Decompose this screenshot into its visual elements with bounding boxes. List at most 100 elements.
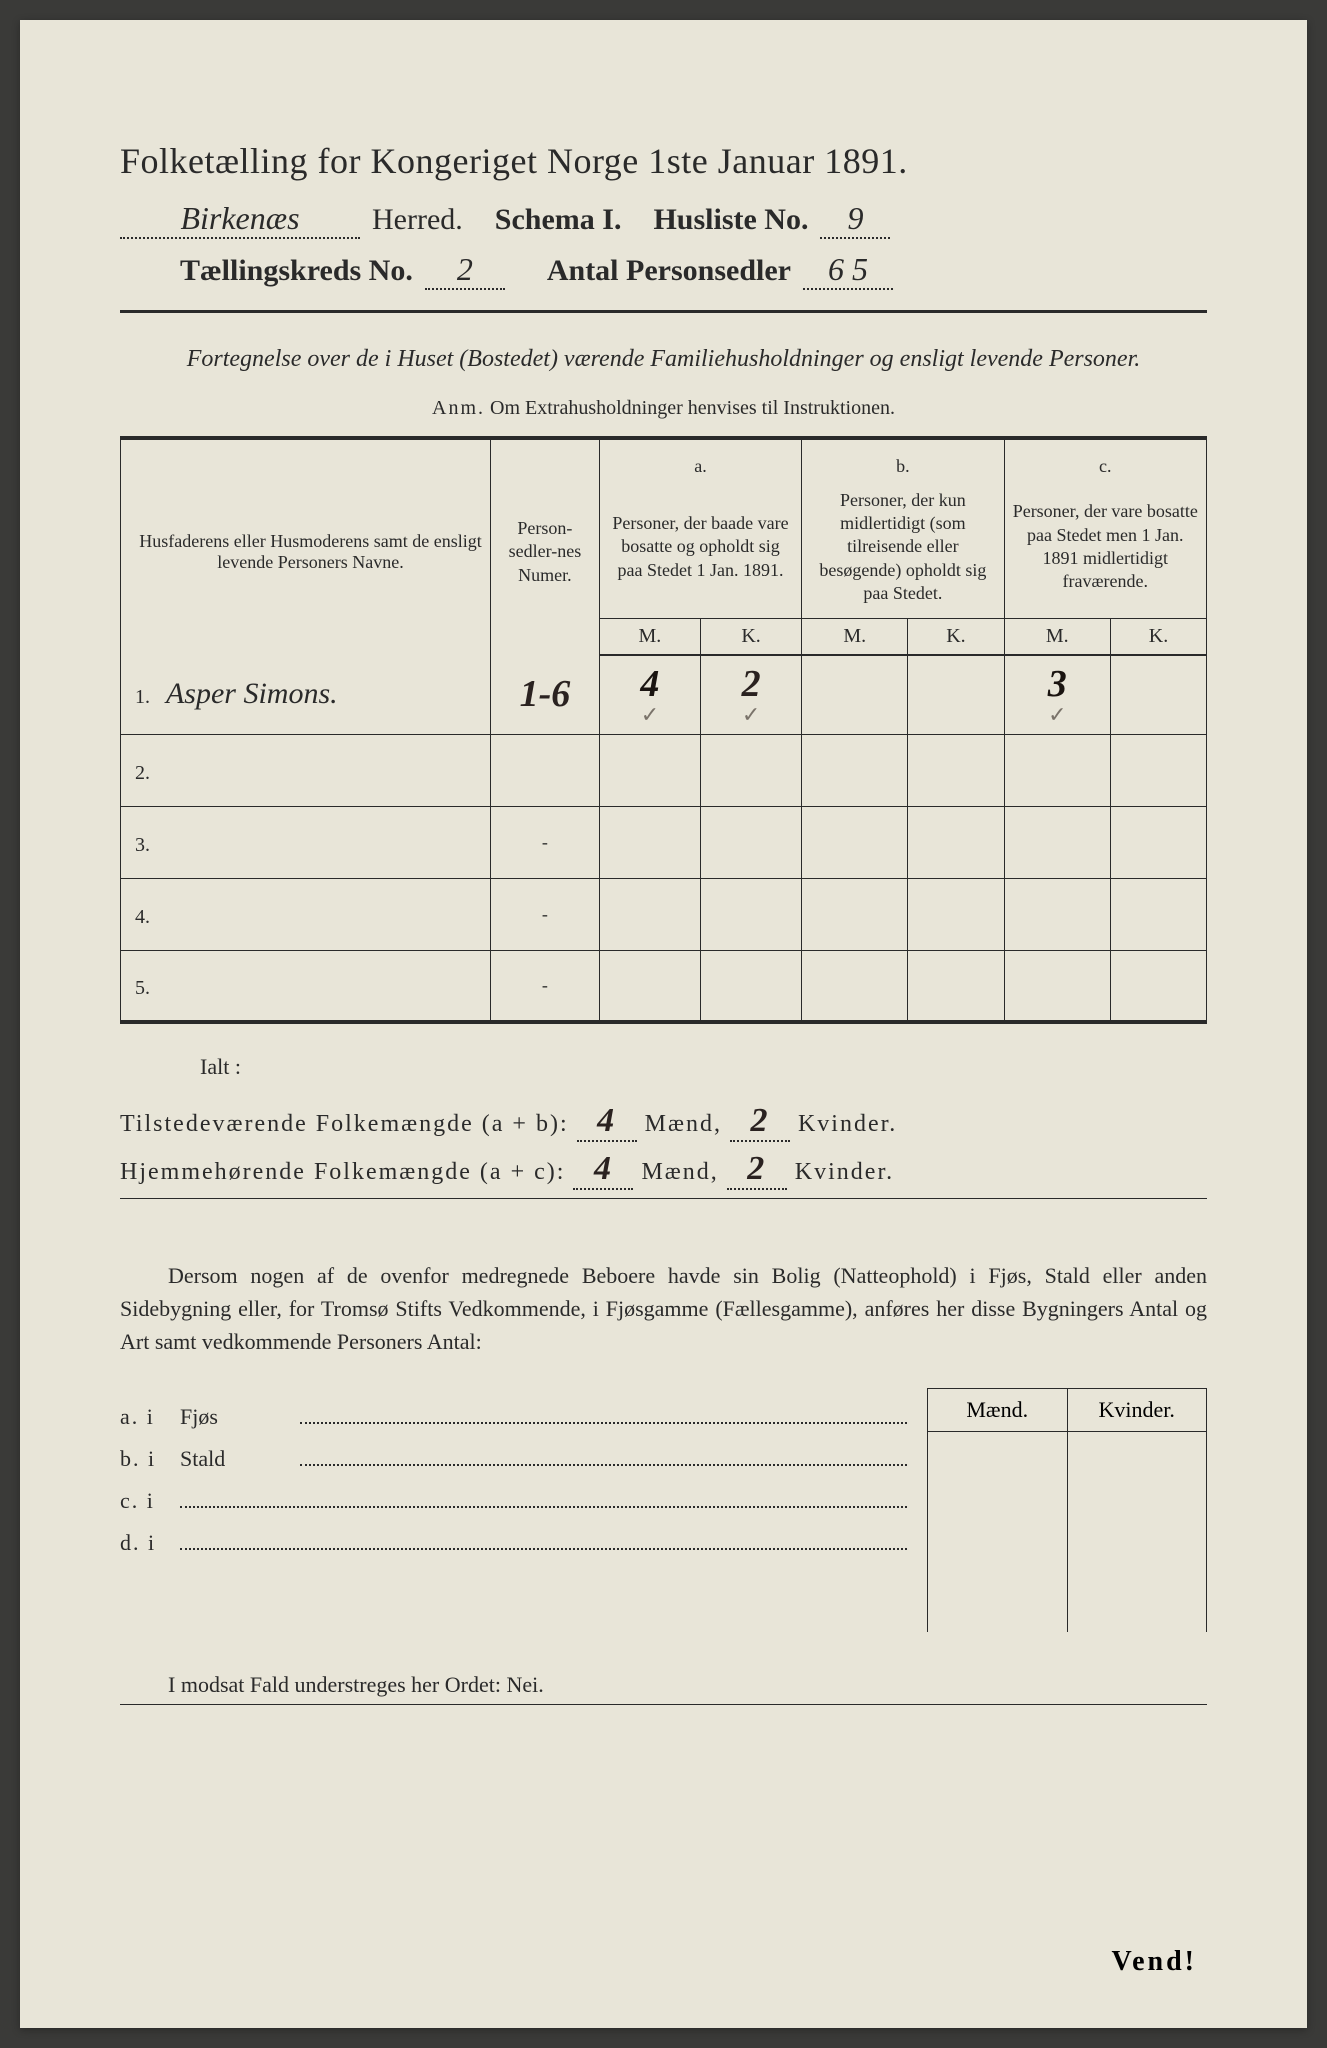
summary-line1-m: 4 — [577, 1102, 637, 1142]
checkmark-icon: ✓ — [709, 702, 793, 728]
numer-cell: 1-6 — [491, 655, 600, 735]
row-num: 4. — [135, 906, 159, 929]
kreds-label: Tællingskreds No. — [180, 254, 413, 288]
bk-cell — [908, 655, 1004, 735]
dotted-line — [300, 1402, 907, 1424]
am-cell — [599, 950, 700, 1022]
abcd-lbl: a. i — [120, 1404, 180, 1430]
maend-label: Mænd, — [645, 1111, 722, 1137]
bk-cell — [908, 734, 1004, 806]
mk-kvinder-label: Kvinder. — [1068, 1389, 1208, 1431]
divider — [120, 310, 1207, 313]
ck-cell — [1111, 806, 1207, 878]
antal-label: Antal Personsedler — [547, 254, 791, 288]
herred-value: Birkenæs — [120, 200, 360, 239]
name-cell: 2. — [121, 734, 491, 806]
abcd-cat: Stald — [180, 1446, 300, 1472]
col-c-label: c. — [1004, 438, 1206, 483]
abcd-lbl: c. i — [120, 1488, 180, 1514]
numer-cell — [491, 734, 600, 806]
kvinder-label: Kvinder. — [795, 1159, 894, 1185]
am-cell — [599, 806, 700, 878]
ialt-label: Ialt : — [120, 1054, 1207, 1080]
checkmark-icon: ✓ — [1013, 702, 1102, 728]
cm-cell: 3✓ — [1004, 655, 1110, 735]
modsat-line: I modsat Fald understreges her Ordet: Ne… — [120, 1672, 1207, 1698]
summary-line1-k: 2 — [730, 1102, 790, 1142]
col-b-text: Personer, der kun midlertidigt (som tilr… — [802, 483, 1004, 618]
header-line-1: Birkenæs Herred. Schema I. Husliste No. … — [120, 200, 1207, 239]
bk-cell — [908, 950, 1004, 1022]
am-cell — [599, 734, 700, 806]
main-table: Husfaderens eller Husmoderens samt de en… — [120, 436, 1207, 1024]
col-b-m: M. — [802, 618, 908, 655]
numer-cell: - — [491, 878, 600, 950]
cm-cell — [1004, 806, 1110, 878]
subtitle: Fortegnelse over de i Huset (Bostedet) v… — [120, 343, 1207, 377]
abcd-lbl: d. i — [120, 1530, 180, 1556]
name-cell: 3. — [121, 806, 491, 878]
col-c-text: Personer, der vare bosatte paa Stedet me… — [1004, 483, 1206, 618]
ak-cell: 2✓ — [701, 655, 802, 735]
maend-label: Mænd, — [641, 1159, 718, 1185]
bm-cell — [802, 734, 908, 806]
abcd-lbl: b. i — [120, 1446, 180, 1472]
summary-line1-label: Tilstedeværende Folkemængde (a + b): — [120, 1111, 569, 1137]
col-names-header: Husfaderens eller Husmoderens samt de en… — [121, 438, 491, 655]
header-line-2: Tællingskreds No. 2 Antal Personsedler 6… — [120, 251, 1207, 290]
anm-note: Anm. Om Extrahusholdninger henvises til … — [120, 397, 1207, 420]
summary-line-1: Tilstedeværende Folkemængde (a + b): 4 M… — [120, 1102, 1207, 1142]
summary-line-2: Hjemmehørende Folkemængde (a + c): 4 Mæn… — [120, 1150, 1207, 1190]
schema-label: Schema I. — [495, 203, 622, 237]
summary-line2-k: 2 — [727, 1150, 787, 1190]
ak-value: 2 — [742, 663, 761, 705]
table-row: 5. - — [121, 950, 1207, 1022]
divider — [120, 1704, 1207, 1705]
ak-cell — [701, 950, 802, 1022]
col-c-m: M. — [1004, 618, 1110, 655]
cm-cell — [1004, 878, 1110, 950]
herred-label: Herred. — [372, 203, 463, 237]
table-row: 2. — [121, 734, 1207, 806]
bk-cell — [908, 878, 1004, 950]
summary-block: Ialt : Tilstedeværende Folkemængde (a + … — [120, 1054, 1207, 1190]
bm-cell — [802, 878, 908, 950]
bm-cell — [802, 806, 908, 878]
antal-value: 6 5 — [803, 251, 893, 290]
numer-cell: - — [491, 950, 600, 1022]
page-title: Folketælling for Kongeriget Norge 1ste J… — [120, 140, 1207, 182]
abcd-line: c. i — [120, 1486, 907, 1514]
anm-label: Anm. — [432, 397, 485, 419]
dotted-line — [300, 1444, 907, 1466]
col-a-text: Personer, der baade vare bosatte og opho… — [599, 483, 801, 618]
mk-kvinder-col — [1068, 1432, 1208, 1632]
abcd-line: d. i — [120, 1528, 907, 1556]
am-cell: 4✓ — [599, 655, 700, 735]
checkmark-icon: ✓ — [608, 702, 692, 728]
table-row: 1. Asper Simons. 1-6 4✓ 2✓ 3✓ — [121, 655, 1207, 735]
abcd-line: a. i Fjøs — [120, 1402, 907, 1430]
dotted-line — [180, 1486, 907, 1508]
am-cell — [599, 878, 700, 950]
am-value: 4 — [640, 663, 659, 705]
col-names-text: Husfaderens eller Husmoderens samt de en… — [139, 531, 481, 572]
col-b-k: K. — [908, 618, 1004, 655]
bm-cell — [802, 950, 908, 1022]
lower-block: a. i Fjøs b. i Stald c. i d. i Mænd. K — [120, 1388, 1207, 1632]
mk-columns: Mænd. Kvinder. — [927, 1388, 1207, 1632]
vend-label: Vend! — [1111, 1946, 1197, 1978]
row-num: 1. — [135, 686, 159, 709]
col-numer-header: Person-sedler-nes Numer. — [491, 438, 600, 655]
summary-line2-label: Hjemmehørende Folkemængde (a + c): — [120, 1159, 565, 1185]
col-a-label: a. — [599, 438, 801, 483]
kreds-value: 2 — [425, 251, 505, 290]
mk-header: Mænd. Kvinder. — [928, 1388, 1207, 1432]
ck-cell — [1111, 950, 1207, 1022]
ck-cell — [1111, 878, 1207, 950]
table-body: 1. Asper Simons. 1-6 4✓ 2✓ 3✓ 2. 3. — [121, 655, 1207, 1023]
row-num: 2. — [135, 762, 159, 785]
dotted-line — [180, 1528, 907, 1550]
table-row: 3. - — [121, 806, 1207, 878]
row-name: Asper Simons. — [166, 677, 338, 710]
cm-cell — [1004, 734, 1110, 806]
